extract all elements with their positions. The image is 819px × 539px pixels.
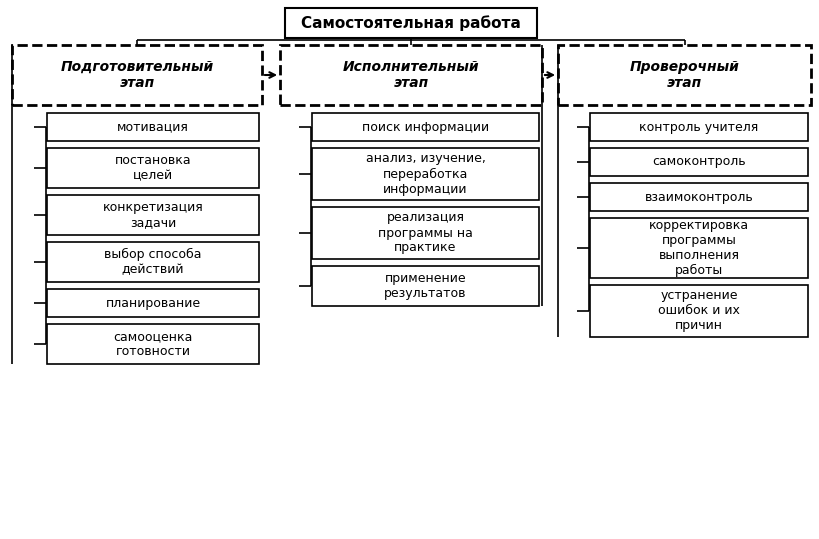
Bar xyxy=(312,266,539,306)
Bar xyxy=(558,45,811,105)
Bar xyxy=(590,183,808,211)
Text: анализ, изучение,
переработка
информации: анализ, изучение, переработка информации xyxy=(365,153,486,196)
Bar xyxy=(312,148,539,200)
Text: Подготовительный
этап: Подготовительный этап xyxy=(61,60,214,90)
Text: устранение
ошибок и их
причин: устранение ошибок и их причин xyxy=(658,289,740,333)
Text: конкретизация
задачи: конкретизация задачи xyxy=(102,201,203,229)
Text: Самостоятельная работа: Самостоятельная работа xyxy=(301,15,521,31)
Bar xyxy=(47,195,259,235)
Bar xyxy=(590,218,808,278)
Text: корректировка
программы
выполнения
работы: корректировка программы выполнения работ… xyxy=(649,219,749,277)
Bar xyxy=(280,45,542,105)
Bar xyxy=(590,285,808,337)
Bar xyxy=(285,8,537,38)
Text: самоконтроль: самоконтроль xyxy=(652,155,746,169)
Bar xyxy=(47,242,259,282)
Bar xyxy=(590,113,808,141)
Bar xyxy=(47,324,259,364)
Text: выбор способа
действий: выбор способа действий xyxy=(104,248,201,276)
Text: контроль учителя: контроль учителя xyxy=(640,121,758,134)
Text: постановка
целей: постановка целей xyxy=(115,154,192,182)
Bar xyxy=(47,113,259,141)
Text: Исполнительный
этап: Исполнительный этап xyxy=(342,60,479,90)
Bar xyxy=(312,207,539,259)
Text: взаимоконтроль: взаимоконтроль xyxy=(645,190,753,204)
Text: реализация
программы на
практике: реализация программы на практике xyxy=(378,211,473,254)
Bar xyxy=(590,148,808,176)
Text: самооценка
готовности: самооценка готовности xyxy=(113,330,192,358)
Bar xyxy=(312,113,539,141)
Bar xyxy=(47,148,259,188)
Text: Проверочный
этап: Проверочный этап xyxy=(630,60,740,90)
Text: поиск информации: поиск информации xyxy=(362,121,489,134)
Text: применение
результатов: применение результатов xyxy=(384,272,467,300)
Text: планирование: планирование xyxy=(106,296,201,309)
Bar xyxy=(12,45,262,105)
Text: мотивация: мотивация xyxy=(117,121,189,134)
Bar xyxy=(47,289,259,317)
